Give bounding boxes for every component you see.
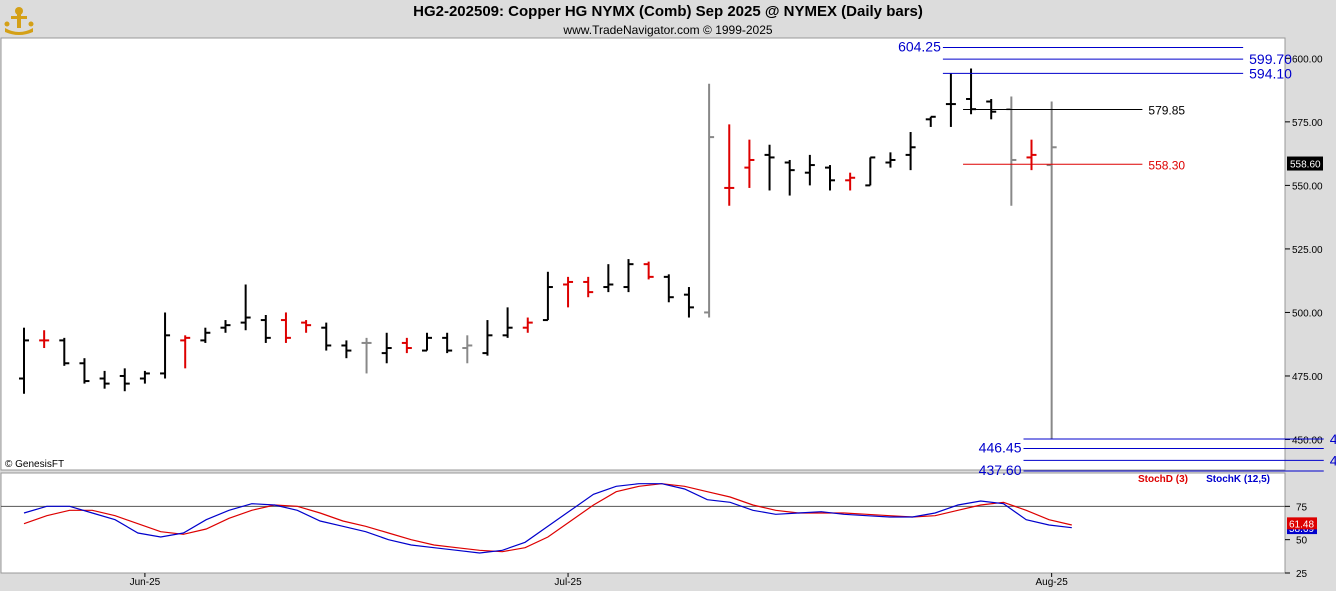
ohlc-bar [280, 312, 291, 343]
ohlc-bar [99, 370, 110, 389]
ohlc-bar [885, 152, 896, 168]
ohlc-bar [522, 317, 533, 333]
y-tick-label: 525.00 [1292, 245, 1323, 256]
ohlc-bar [200, 327, 211, 343]
stoch-legend-d: StochD (3) [1138, 474, 1188, 485]
stoch-tick-label: 50 [1296, 536, 1308, 547]
ohlc-bar [724, 124, 735, 206]
level-label: 599.70 [1249, 51, 1292, 67]
chart-title: HG2-202509: Copper HG NYMX (Comb) Sep 20… [413, 3, 923, 20]
ohlc-bar [381, 332, 392, 364]
stochk-last-label: 58.69 [1289, 524, 1314, 535]
copyright-label: © GenesisFT [5, 459, 64, 470]
ohlc-bar [825, 165, 835, 191]
ohlc-bar [301, 320, 312, 333]
ohlc-bar [39, 330, 50, 349]
y-tick-label: 550.00 [1292, 181, 1323, 192]
ohlc-bar [422, 332, 432, 352]
level-label: 437.60 [979, 462, 1022, 478]
ohlc-bar [643, 261, 654, 280]
ohlc-bar [563, 276, 574, 308]
ohlc-bar [442, 332, 453, 354]
x-tick-label: Jun-25 [130, 577, 161, 588]
level-label: 579.85 [1148, 104, 1185, 118]
level-label: 446.45 [979, 440, 1022, 456]
ohlc-bar [925, 115, 936, 127]
level-label: 441.80 [1330, 452, 1336, 468]
ohlc-bar [905, 132, 916, 171]
ohlc-bar [764, 144, 775, 191]
x-tick-label: Aug-25 [1036, 577, 1069, 588]
chart-subtitle: www.TradeNavigator.com © 1999-2025 [563, 23, 773, 37]
ohlc-bar [623, 259, 634, 293]
ohlc-bar [260, 314, 271, 343]
price-pane [0, 37, 1286, 471]
y-tick-label: 475.00 [1292, 372, 1323, 383]
y-tick-label: 500.00 [1292, 308, 1323, 319]
stoch-tick-label: 75 [1296, 502, 1308, 513]
ohlc-bar [502, 307, 513, 338]
ohlc-bar [119, 368, 130, 392]
ohlc-bar [683, 287, 694, 318]
stoch-legend-k: StochK (12,5) [1206, 474, 1270, 485]
ohlc-bar [19, 327, 29, 394]
level-label: 594.10 [1249, 65, 1292, 81]
last-price-label: 558.60 [1290, 160, 1321, 171]
ohlc-bar [744, 139, 755, 188]
ohlc-bar [321, 322, 332, 351]
ohlc-bar [945, 73, 956, 127]
level-label: 450.20 [1330, 431, 1336, 447]
ohlc-bar [1046, 101, 1057, 440]
ohlc-bar [220, 320, 231, 333]
ohlc-bar [139, 370, 150, 384]
stoch-tick-label: 25 [1296, 569, 1308, 580]
level-label: 604.25 [898, 39, 941, 55]
stoch-series-line [23, 483, 1072, 553]
ohlc-bar [784, 159, 795, 196]
ohlc-bar [704, 83, 715, 318]
last-price-badge [1287, 156, 1323, 171]
ohlc-bar [160, 312, 171, 379]
y-tick-label: 600.00 [1292, 54, 1323, 65]
ohlc-bar [401, 337, 412, 354]
ohlc-bar [804, 154, 815, 186]
x-tick-label: Jul-25 [554, 577, 582, 588]
ohlc-bar [542, 271, 553, 322]
stochastic-pane [0, 472, 1286, 574]
stochd-last-label: 61.48 [1289, 519, 1314, 530]
ohlc-bar [59, 337, 70, 366]
ohlc-bar [240, 284, 251, 331]
ohlc-bar [583, 276, 594, 298]
ohlc-bar [361, 337, 372, 374]
stoch-series-line [23, 483, 1072, 554]
ohlc-bar [1026, 139, 1037, 171]
ohlc-bar [79, 358, 90, 384]
ohlc-bar [865, 156, 876, 187]
tradenavigator-logo-icon [2, 2, 36, 36]
ohlc-bar [663, 274, 674, 303]
level-label: 558.30 [1148, 158, 1185, 172]
ohlc-bar [462, 335, 473, 364]
ohlc-bar [341, 340, 352, 359]
y-tick-label: 575.00 [1292, 118, 1323, 129]
ohlc-bar [603, 264, 614, 293]
ohlc-bar [845, 172, 856, 191]
stochd-last-badge [1287, 517, 1317, 530]
ohlc-bar [482, 320, 493, 356]
ohlc-bar [180, 335, 191, 369]
y-tick-label: 450.00 [1292, 436, 1323, 447]
